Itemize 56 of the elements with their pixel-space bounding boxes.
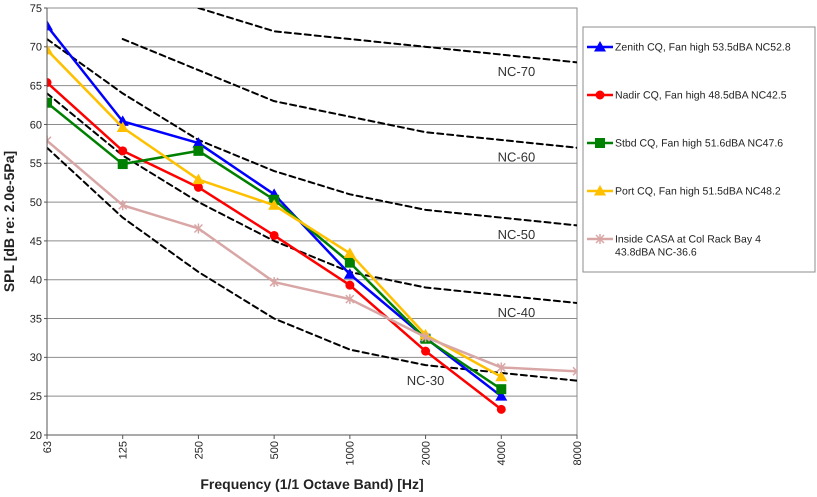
x-axis-title: Frequency (1/1 Octave Band) [Hz] <box>200 476 424 492</box>
point <box>496 384 506 394</box>
legend-label: Stbd CQ, Fan high 51.6dBA NC47.6 <box>615 138 784 150</box>
point <box>194 222 204 234</box>
y-tick-label: 20 <box>30 430 42 442</box>
point <box>268 199 280 210</box>
y-axis-title: SPL [dB re: 2.0e-5Pa] <box>1 150 17 292</box>
point <box>421 346 430 356</box>
point <box>345 280 354 290</box>
y-tick-label: 40 <box>30 274 42 287</box>
point <box>192 174 204 184</box>
point <box>495 370 508 382</box>
legend-label: Nadir CQ, Fan high 48.5dBA NC42.5 <box>615 90 787 102</box>
x-tick-label: 2000 <box>420 441 432 466</box>
y-tick-label: 60 <box>30 119 42 132</box>
y-tick-label: 50 <box>30 196 42 209</box>
line-series <box>197 8 577 64</box>
line-series <box>47 38 577 226</box>
x-tick-label: 8000 <box>572 441 584 466</box>
series-label: NC-70 <box>498 64 536 80</box>
legend-label: Inside CASA at Col Rack Bay 4 43.8dBA NC-36.6 <box>615 234 762 258</box>
x-tick-label: 63 <box>42 441 54 454</box>
series-label: NC-40 <box>498 304 536 320</box>
x-tick-label: 1000 <box>344 441 357 466</box>
x-tick-label: 500 <box>268 441 281 460</box>
point <box>118 199 128 211</box>
y-tick-label: 25 <box>30 391 42 404</box>
point <box>496 404 506 414</box>
point <box>116 122 129 132</box>
point <box>270 230 279 240</box>
point <box>118 146 128 156</box>
legend-label: Port CQ, Fan high 51.5dBA NC48.2 <box>615 186 781 198</box>
y-tick-label: 55 <box>30 158 42 170</box>
point <box>193 146 204 156</box>
y-tick-label: 35 <box>30 313 42 326</box>
x-tick-label: 125 <box>118 441 130 460</box>
x-tick-label: 4000 <box>496 441 508 466</box>
point <box>118 159 128 170</box>
y-tick-label: 75 <box>30 2 42 15</box>
point <box>344 258 355 268</box>
point <box>344 247 356 258</box>
y-tick-label: 70 <box>30 42 42 54</box>
x-tick-label: 250 <box>193 441 206 460</box>
y-tick-label: 65 <box>30 80 42 92</box>
point <box>345 293 355 305</box>
line-series <box>122 38 577 149</box>
line-series <box>47 92 577 304</box>
series-label: NC-60 <box>498 150 536 165</box>
point <box>344 268 356 279</box>
y-tick-label: 30 <box>30 352 42 364</box>
legend-label: Zenith CQ, Fan high 53.5dBA NC52.8 <box>615 42 791 54</box>
series-label: NC-50 <box>498 227 536 242</box>
point <box>496 362 506 374</box>
point <box>269 276 279 288</box>
series-label: NC-30 <box>406 373 444 388</box>
y-tick-label: 45 <box>30 236 42 248</box>
